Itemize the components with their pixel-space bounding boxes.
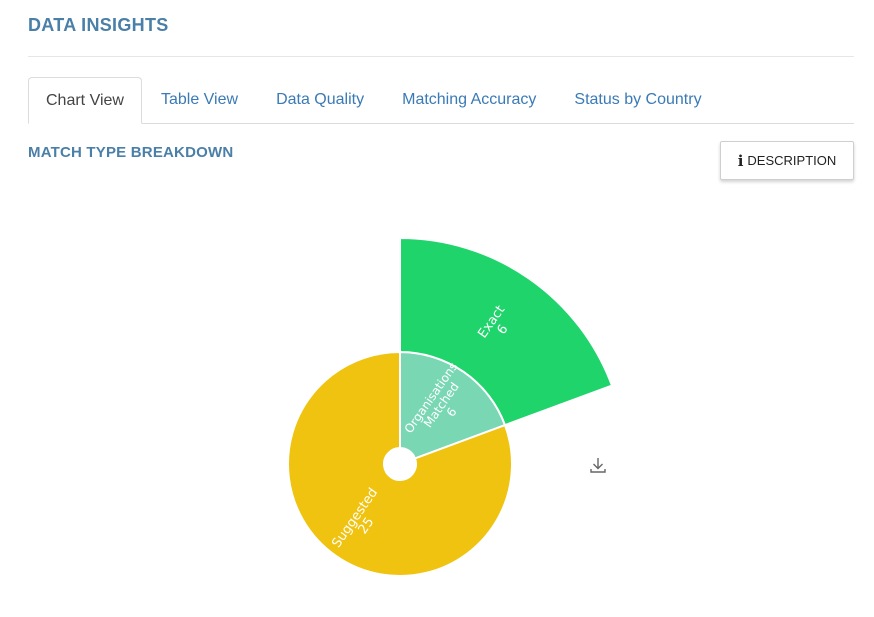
slice-exact[interactable] [399, 236, 614, 427]
tab-chart-view[interactable]: Chart View [28, 77, 142, 124]
section-title: MATCH TYPE BREAKDOWN [28, 144, 234, 161]
tab-table-view[interactable]: Table View [160, 91, 239, 108]
page-title: DATA INSIGHTS [28, 15, 169, 35]
slice-suggested[interactable] [287, 350, 513, 577]
description-button[interactable]: i DESCRIPTION [720, 141, 854, 180]
description-button-label: DESCRIPTION [747, 153, 837, 168]
tab-data-quality[interactable]: Data Quality [276, 91, 365, 108]
download-icon[interactable] [588, 455, 608, 475]
title-divider [28, 56, 854, 57]
tab-matching-accuracy[interactable]: Matching Accuracy [402, 91, 537, 108]
info-icon: i [737, 151, 744, 170]
tab-bar: Chart View Table View Data Quality Match… [28, 77, 854, 124]
tab-status-by-country[interactable]: Status by Country [574, 91, 702, 108]
